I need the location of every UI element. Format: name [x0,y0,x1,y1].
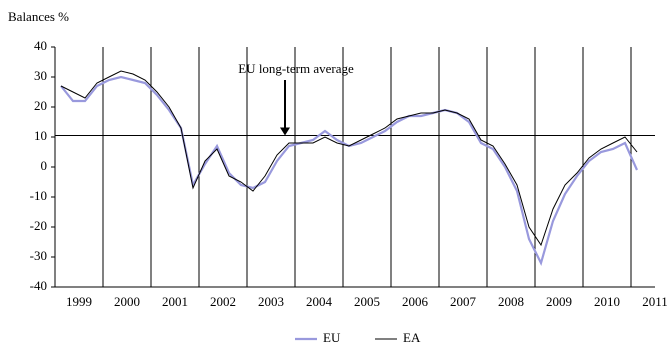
y-axis-label: Balances % [8,9,69,24]
y-tick-label: 30 [34,68,47,83]
y-tick-label: -40 [30,278,47,293]
x-tick-label: 2000 [114,294,140,309]
series-line [60,75,639,267]
y-tick-label: -20 [30,218,47,233]
x-tick-label: 2002 [210,294,236,309]
annotation-arrowhead [280,127,290,136]
y-tick-label: 40 [34,38,47,53]
x-tick-label: 2006 [402,294,429,309]
y-tick-label: -30 [30,248,47,263]
x-tick-label: 2005 [354,294,380,309]
x-tick-label: 2001 [162,294,188,309]
reference-label: EU long-term average [238,61,354,76]
y-tick-label: 10 [34,128,47,143]
legend-label: EA [403,330,421,345]
y-tick-label: 0 [41,158,48,173]
x-tick-label: 2003 [258,294,284,309]
x-tick-label: 2011 [642,294,668,309]
x-tick-label: 2007 [450,294,477,309]
x-tick-label: 1999 [66,294,92,309]
y-tick-label: 20 [34,98,47,113]
x-tick-label: 2004 [306,294,333,309]
y-tick-label: -10 [30,188,47,203]
x-tick-label: 2008 [498,294,524,309]
x-tick-label: 2009 [546,294,572,309]
x-tick-label: 2010 [594,294,620,309]
series-line [60,70,638,247]
legend-label: EU [323,330,341,345]
